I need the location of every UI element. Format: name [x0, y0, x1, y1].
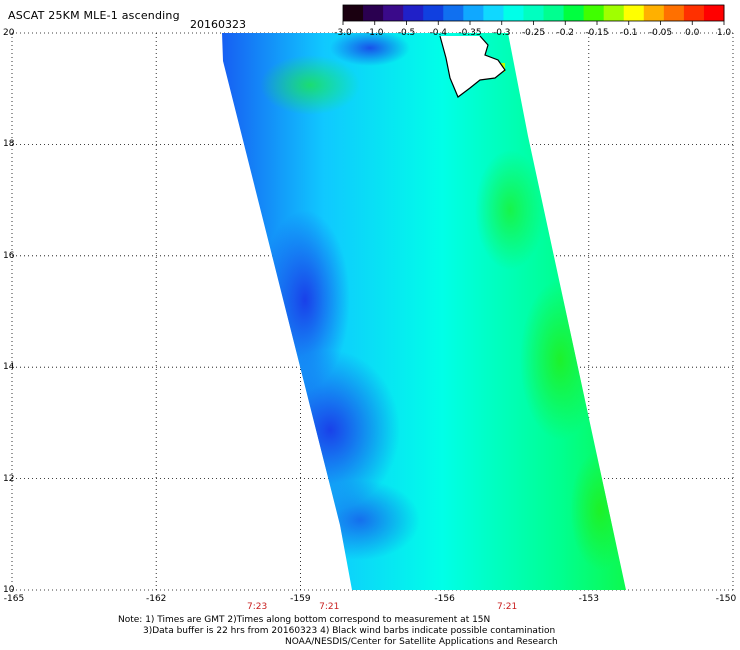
- colorbar-tick-label: -0.35: [458, 28, 482, 38]
- note-line-2: 3)Data buffer is 22 hrs from 20160323 4)…: [143, 626, 556, 636]
- colorbar-swatch: [463, 5, 484, 21]
- note-line-3: NOAA/NESDIS/Center for Satellite Applica…: [285, 637, 558, 647]
- colorbar-swatch: [483, 5, 504, 21]
- colorbar-swatch: [423, 5, 444, 21]
- time-label: 7:21: [319, 602, 340, 612]
- colorbar-tick-label: -0.4: [429, 28, 448, 38]
- map-date: 20160323: [190, 18, 246, 31]
- colorbar-swatch: [643, 5, 665, 21]
- colorbar-tick-label: 0.0: [685, 28, 700, 38]
- y-axis-tick-label: 14: [3, 362, 15, 373]
- colorbar-tick-label: -0.25: [521, 28, 546, 38]
- colorbar: [342, 4, 725, 25]
- colorbar-swatch: [503, 5, 524, 21]
- colorbar-tick-label: -0.5: [397, 28, 416, 38]
- y-axis-tick-label: 12: [3, 473, 15, 484]
- note-line-1: Note: 1) Times are GMT 2)Times along bot…: [118, 615, 491, 625]
- colorbar-swatch: [523, 5, 545, 21]
- colorbar-swatch: [363, 5, 384, 21]
- x-axis-tick-label: -153: [578, 594, 600, 604]
- y-axis-tick-label: 18: [3, 139, 15, 150]
- colorbar-tick-label: -0.05: [648, 28, 673, 38]
- colorbar-tick-label: -0.2: [556, 28, 575, 38]
- colorbar-swatch: [383, 5, 404, 21]
- colorbar-tick-label: -0.3: [492, 28, 511, 38]
- colorbar-swatch: [663, 5, 685, 21]
- x-axis-tick-label: -159: [290, 594, 311, 604]
- colorbar-swatch: [403, 5, 424, 21]
- colorbar-swatch: [343, 5, 364, 21]
- colorbar-swatch: [543, 5, 565, 21]
- colorbar-tick-label: -1.0: [365, 28, 384, 38]
- colorbar-swatch: [683, 5, 705, 21]
- map-title: ASCAT 25KM MLE-1 ascending: [8, 9, 180, 22]
- y-axis-tick-label: 16: [3, 250, 15, 261]
- colorbar-tick-label: -0.15: [585, 28, 609, 38]
- colorbar-tick-label: 1.0: [716, 28, 732, 38]
- x-axis-tick-label: -150: [715, 594, 737, 604]
- colorbar-swatch: [703, 5, 725, 21]
- colorbar-tick-label: -3.0: [334, 28, 352, 38]
- x-axis-tick-label: -162: [145, 594, 167, 604]
- y-axis-tick-label: 20: [3, 28, 15, 38]
- colorbar-swatch: [603, 5, 625, 21]
- colorbar-swatch: [563, 5, 585, 21]
- time-label: 7:21: [496, 602, 518, 612]
- colorbar-swatch: [583, 5, 605, 21]
- colorbar-swatch: [443, 5, 464, 21]
- colorbar-tick-label: -0.1: [619, 28, 638, 38]
- x-axis-tick-label: -165: [3, 594, 25, 604]
- colorbar-swatch: [623, 5, 645, 21]
- y-axis-tick-label: 10: [3, 585, 15, 595]
- swath-data-field: [222, 33, 626, 590]
- x-axis-tick-label: -156: [434, 594, 455, 604]
- island-coastline: [439, 35, 506, 98]
- time-label: 7:23: [247, 602, 268, 612]
